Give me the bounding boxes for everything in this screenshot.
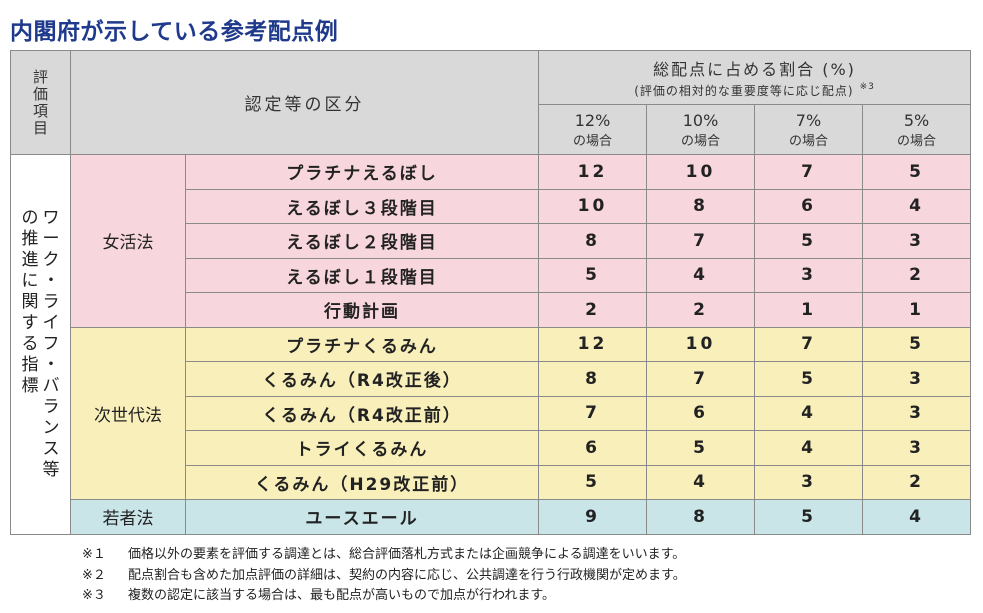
certification-label: くるみん（H29改正前） <box>185 464 539 500</box>
certification-label: えるぼし１段階目 <box>185 257 539 293</box>
score-value: 12 <box>538 154 647 190</box>
table-row: くるみん（H29改正前） 5 4 3 2 <box>11 464 972 500</box>
category-name: 次世代法 <box>70 326 186 500</box>
ratio-column-header: 7% の場合 <box>754 104 863 155</box>
certification-label: プラチナくるみん <box>185 326 539 362</box>
score-value: 5 <box>646 430 755 466</box>
score-value: 3 <box>861 223 972 259</box>
certification-label: くるみん（R4改正後） <box>185 361 539 397</box>
score-value: 1 <box>861 292 972 328</box>
score-value: 8 <box>538 361 647 397</box>
ratio-header: 総配点に占める割合 (%) (評価の相対的な重要度等に応じ配点) ※3 <box>537 50 972 105</box>
score-value: 6 <box>646 395 755 431</box>
score-value: 7 <box>754 154 863 190</box>
score-value: 2 <box>861 257 972 293</box>
footnote: ※３ 複数の認定に該当する場合は、最も配点が高いもので加点が行われます。 <box>82 588 556 603</box>
score-value: 4 <box>861 188 972 224</box>
score-value: 9 <box>538 499 647 535</box>
page-title: 内閣府が示している参考配点例 <box>10 19 339 45</box>
score-value: 5 <box>754 361 863 397</box>
ratio-column-header: 12% の場合 <box>538 104 647 155</box>
table-row: くるみん（R4改正前） 7 6 4 3 <box>11 395 972 431</box>
score-value: 3 <box>861 395 972 431</box>
score-value: 1 <box>754 292 863 328</box>
score-value: 8 <box>646 188 755 224</box>
score-value: 4 <box>861 499 972 535</box>
score-value: 7 <box>754 326 863 362</box>
score-value: 3 <box>754 257 863 293</box>
score-value: 3 <box>861 361 972 397</box>
category-header: 認定等の区分 <box>70 50 539 155</box>
table-row: えるぼし１段階目 5 4 3 2 <box>11 257 972 293</box>
score-value: 3 <box>754 464 863 500</box>
score-value: 4 <box>754 430 863 466</box>
table-row: ワーク・ライフ・バランス等の推進に関する指標女活法 プラチナえるぼし 12 10 7 5 <box>10 154 972 535</box>
certification-label: えるぼし２段階目 <box>185 223 539 259</box>
score-value: 2 <box>861 464 972 500</box>
score-value: 12 <box>538 326 647 362</box>
table-row: 若者法 ユースエール 9 8 5 4 <box>11 499 972 535</box>
certification-label: トライくるみん <box>185 430 539 466</box>
certification-label: 行動計画 <box>185 292 539 328</box>
category-name: 若者法 <box>70 499 186 535</box>
certification-label: ユースエール <box>185 499 539 535</box>
footnote: ※２ 配点割合も含めた加点評価の詳細は、契約の内容に応じ、公共調達を行う行政機関が… <box>82 567 686 583</box>
score-value: 7 <box>646 223 755 259</box>
score-value: 10 <box>538 188 647 224</box>
footnotes: ※１ 価格以外の要素を評価する調達とは、総合評価落札方式または企画競争による調達を… <box>82 545 686 607</box>
score-value: 8 <box>646 499 755 535</box>
category-name: 女活法 <box>70 154 186 328</box>
score-value: 3 <box>861 430 972 466</box>
score-value: 6 <box>754 188 863 224</box>
score-value: 5 <box>861 154 972 190</box>
score-value: 7 <box>646 361 755 397</box>
group-label: ワーク・ライフ・バランス等の推進に関する指標 <box>10 154 71 535</box>
certification-label: くるみん（R4改正前） <box>185 395 539 431</box>
ratio-column-header: 10% の場合 <box>646 104 755 155</box>
score-value: 10 <box>646 326 755 362</box>
score-value: 4 <box>646 257 755 293</box>
score-value: 2 <box>646 292 755 328</box>
score-value: 5 <box>754 499 863 535</box>
score-value: 8 <box>538 223 647 259</box>
score-value: 5 <box>861 326 972 362</box>
score-value: 4 <box>646 464 755 500</box>
score-value: 6 <box>538 430 647 466</box>
eval-item-header: 評価項目 <box>10 50 71 155</box>
score-value: 2 <box>538 292 647 328</box>
footnote: ※１ 価格以外の要素を評価する調達とは、総合評価落札方式または企画競争による調達を… <box>82 547 686 562</box>
ratio-column-header: 5% の場合 <box>861 104 972 155</box>
score-value: 4 <box>754 395 863 431</box>
certification-label: プラチナえるぼし <box>185 154 539 190</box>
score-value: 10 <box>646 154 755 190</box>
table-row: トライくるみん 6 5 4 3 <box>11 430 972 466</box>
table-row: 次世代法 プラチナくるみん 12 10 7 5 <box>11 326 972 500</box>
score-value: 5 <box>754 223 863 259</box>
table-row: えるぼし３段階目 10 8 6 4 <box>11 188 972 224</box>
scoring-table: 評価項目 認定等の区分 総配点に占める割合 (%) (評価の相対的な重要度等に応… <box>10 50 972 535</box>
score-value: 7 <box>538 395 647 431</box>
score-value: 5 <box>538 464 647 500</box>
score-value: 5 <box>538 257 647 293</box>
certification-label: えるぼし３段階目 <box>185 188 539 224</box>
table-row: くるみん（R4改正後） 8 7 5 3 <box>11 361 972 397</box>
